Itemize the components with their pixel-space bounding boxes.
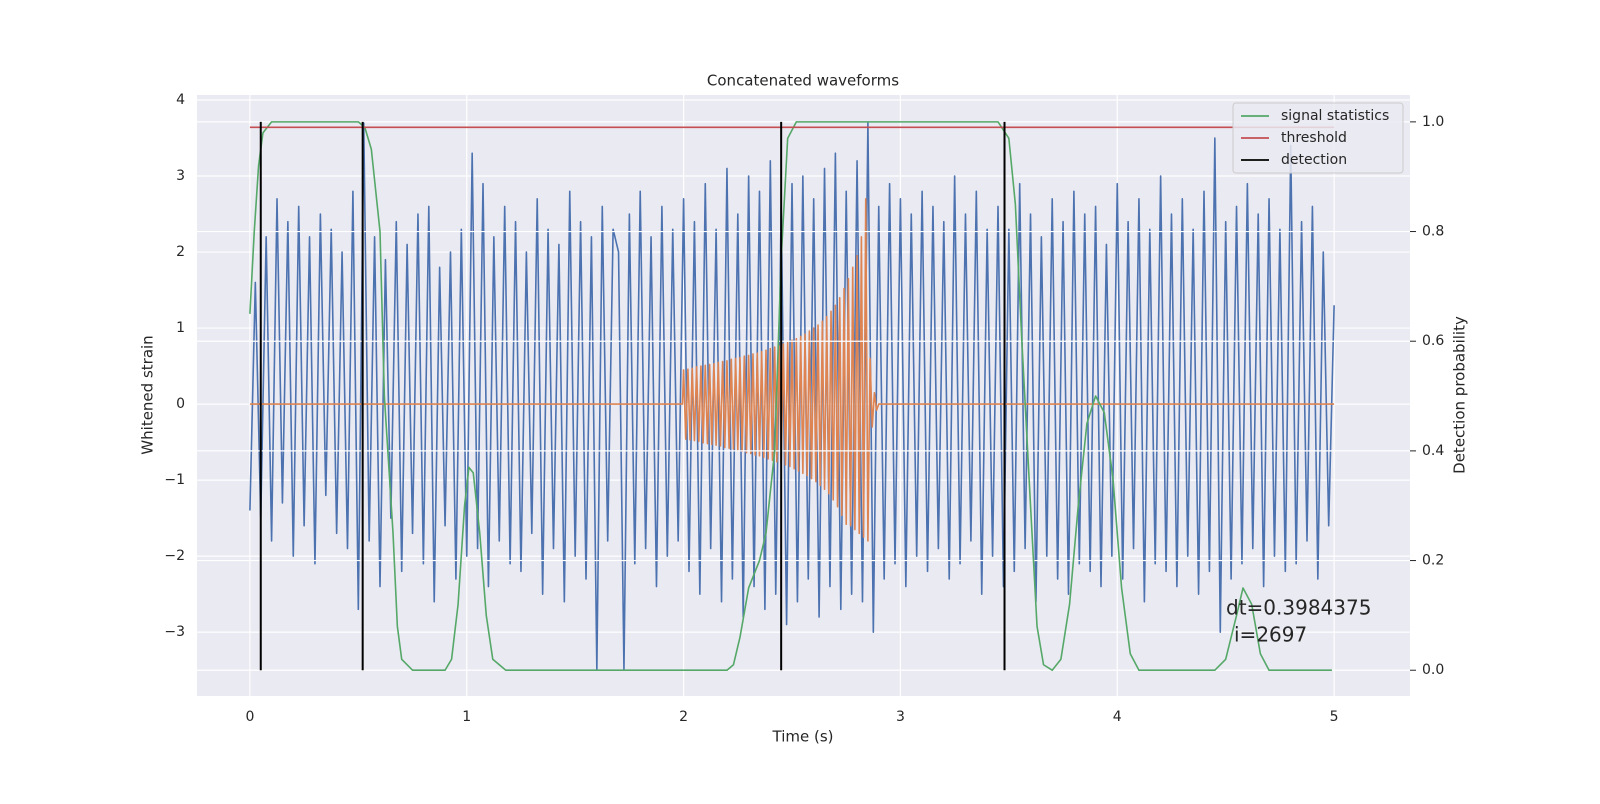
y2-tick-label: 0.2	[1422, 553, 1444, 569]
chart-title: Concatenated waveforms	[707, 72, 899, 90]
y2-tick-label: 1.0	[1422, 114, 1444, 130]
y-tick-label: 4	[176, 92, 185, 108]
y-tick-label: −2	[164, 548, 185, 564]
y-tick-label: −1	[164, 472, 185, 488]
y2-tick-label: 0.4	[1422, 443, 1444, 459]
x-tick-label: 1	[462, 709, 471, 725]
annotation: dt=0.3984375	[1226, 596, 1371, 620]
legend-label: detection	[1281, 152, 1347, 168]
series-line	[249, 198, 1335, 542]
series-line	[249, 122, 1335, 671]
x-tick-label: 5	[1330, 709, 1339, 725]
x-tick-label: 4	[1113, 709, 1122, 725]
y-tick-label: −3	[164, 624, 185, 640]
y-tick-label: 3	[176, 168, 185, 184]
y-tick-label: 2	[176, 244, 185, 260]
y-axis-label: Whitened strain	[139, 335, 157, 454]
y-tick-label: 0	[176, 396, 185, 412]
legend-box	[1232, 102, 1404, 174]
x-tick-label: 2	[679, 709, 688, 725]
x-tick-label: 3	[896, 709, 905, 725]
series-line	[249, 121, 1332, 672]
y2-axis-label: Detection probability	[1451, 316, 1469, 474]
x-tick-label: 0	[245, 709, 254, 725]
y-tick-label: 1	[176, 320, 185, 336]
annotation: i=2697	[1234, 623, 1307, 647]
y2-tick-label: 0.0	[1422, 662, 1444, 678]
y2-tick-label: 0.6	[1422, 333, 1444, 349]
x-axis-label: Time (s)	[772, 728, 834, 746]
y2-tick-label: 0.8	[1422, 224, 1444, 240]
legend-label: signal statistics	[1281, 108, 1389, 124]
legend-label: threshold	[1281, 130, 1347, 146]
